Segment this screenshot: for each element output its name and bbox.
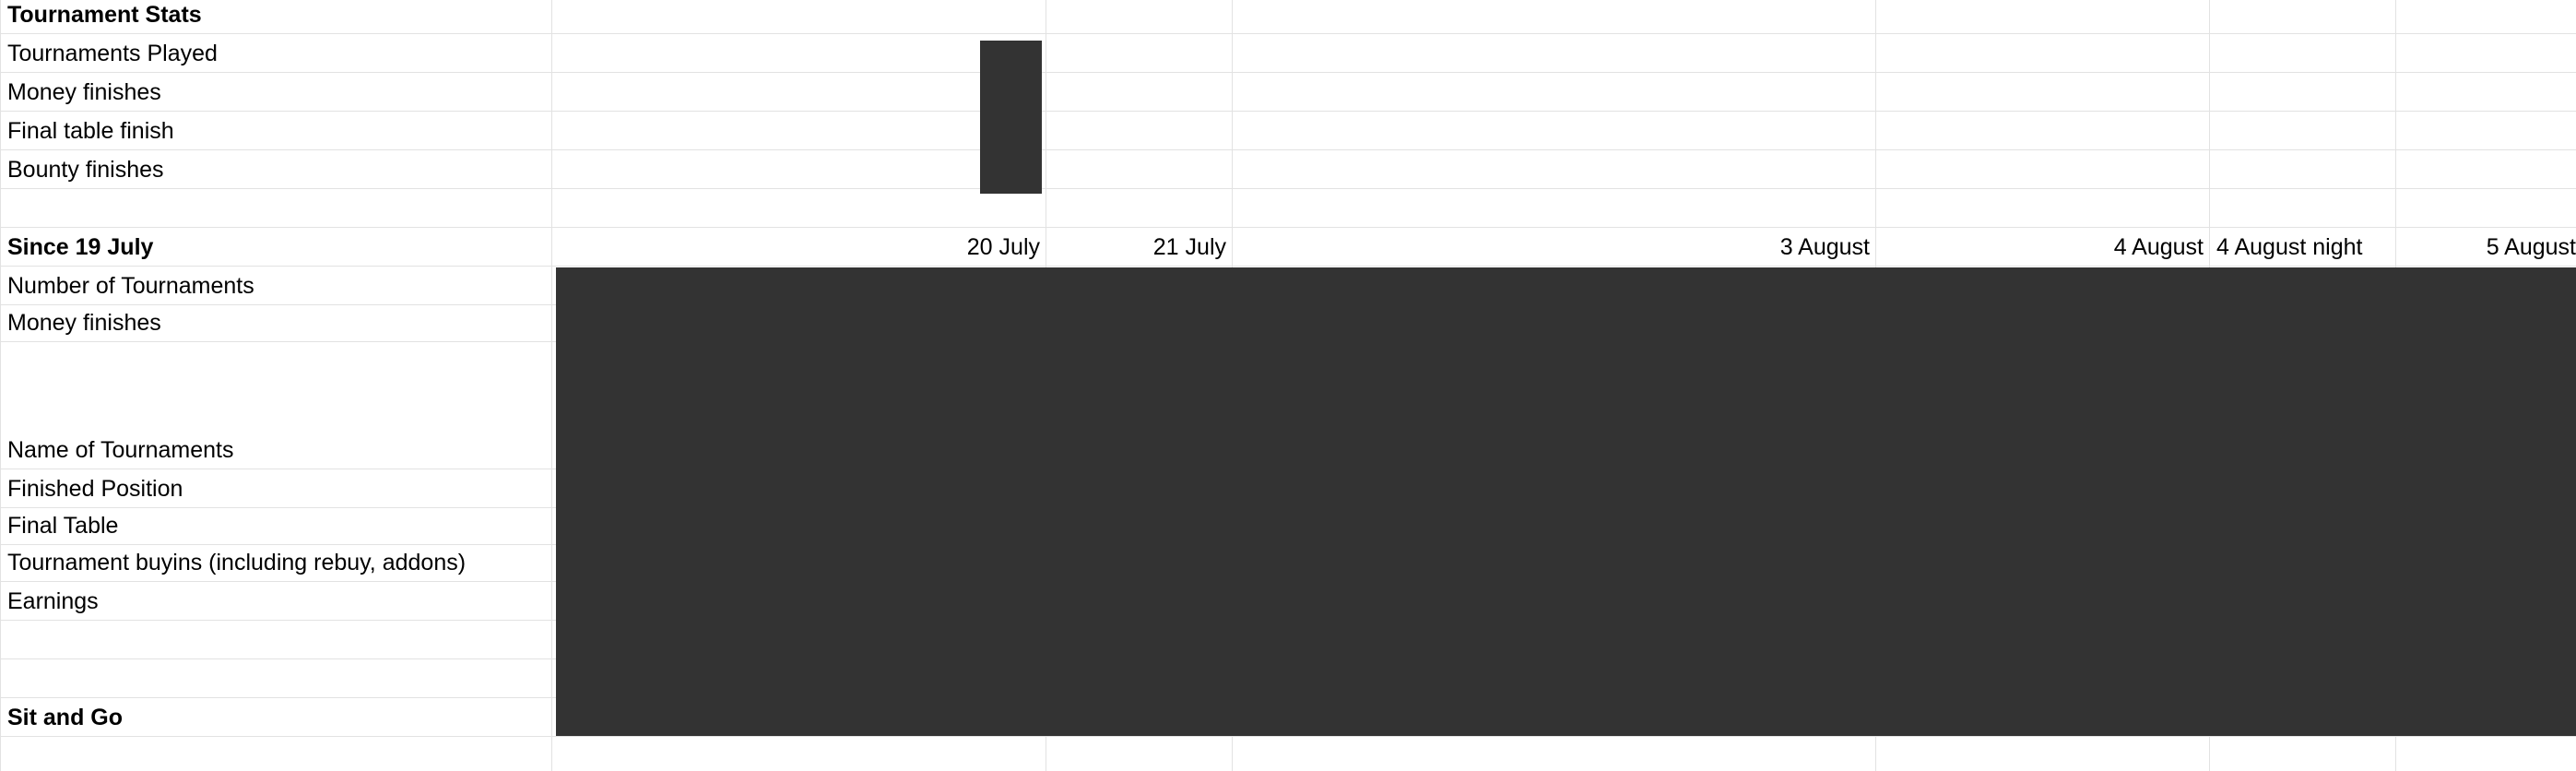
row-label-number-of-tournaments[interactable]: Number of Tournaments (7, 273, 254, 299)
row-label-final-table-finish[interactable]: Final table finish (7, 118, 174, 144)
date-header-2[interactable]: 21 July (1152, 234, 1226, 260)
row-label-earnings[interactable]: Earnings (7, 588, 99, 614)
grid-line (0, 72, 2576, 73)
row-label-tournaments-played[interactable]: Tournaments Played (7, 41, 218, 66)
row-label-bounty-finishes[interactable]: Bounty finishes (7, 157, 164, 183)
section-title-tournament-stats[interactable]: Tournament Stats (7, 2, 202, 28)
grid-line (0, 188, 2576, 189)
date-header-4[interactable]: 4 August (2113, 234, 2204, 260)
date-header-6[interactable]: 5 August (2486, 234, 2576, 260)
row-label-finished-position[interactable]: Finished Position (7, 476, 183, 502)
section-title-sit-and-go[interactable]: Sit and Go (7, 705, 123, 730)
row-label-final-table[interactable]: Final Table (7, 513, 119, 539)
grid-line (0, 33, 2576, 34)
grid-line (551, 0, 552, 771)
section-title-since[interactable]: Since 19 July (7, 234, 154, 260)
date-header-5[interactable]: 4 August night (2216, 234, 2363, 260)
row-label-name-of-tournaments[interactable]: Name of Tournaments (7, 437, 234, 463)
date-header-3[interactable]: 3 August (1779, 234, 1870, 260)
grid-line (0, 266, 2576, 267)
row-label-money-finishes[interactable]: Money finishes (7, 79, 161, 105)
grid-line (0, 0, 1, 771)
row-label-money-finishes-since[interactable]: Money finishes (7, 310, 161, 336)
grid-line (0, 111, 2576, 112)
row-label-tournament-buyins[interactable]: Tournament buyins (including rebuy, addo… (7, 550, 467, 575)
date-header-1[interactable]: 20 July (966, 234, 1040, 260)
grid-line (0, 736, 2576, 737)
redacted-block (980, 41, 1042, 194)
grid-line (0, 227, 2576, 228)
redacted-block (556, 267, 2576, 736)
grid-line (0, 149, 2576, 150)
